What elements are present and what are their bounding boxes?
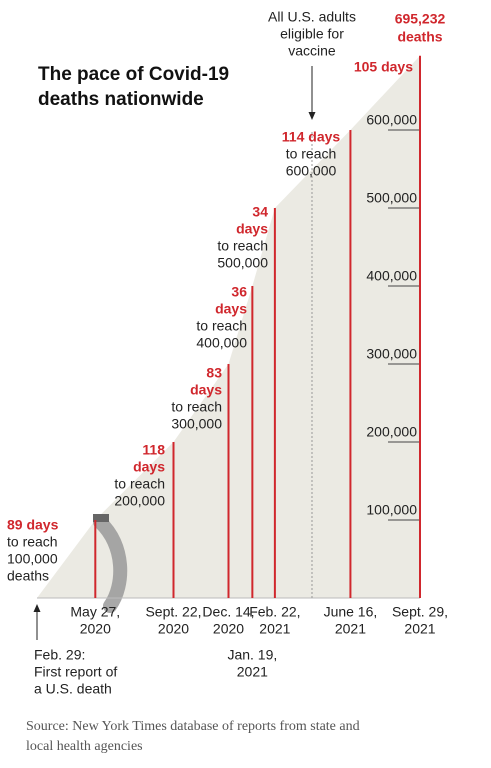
milestone-note: to reach bbox=[196, 318, 247, 334]
x-tick-label: 2021 bbox=[259, 621, 290, 637]
milestone-days: days bbox=[133, 459, 165, 475]
area bbox=[37, 55, 420, 598]
milestone-days: 34 bbox=[252, 204, 268, 220]
x-tick-label: June 16, bbox=[324, 604, 378, 620]
milestone-note: to reach bbox=[217, 238, 268, 254]
x-tick-label: 2020 bbox=[158, 621, 189, 637]
milestone-days: 105 days bbox=[354, 59, 413, 75]
highlight-arrow bbox=[93, 515, 128, 613]
milestone-note: 100,000 bbox=[7, 551, 58, 567]
x-tick-label: Sept. 29, bbox=[392, 604, 448, 620]
x-tick-label: Feb. 22, bbox=[249, 604, 300, 620]
annotation-arrowhead bbox=[308, 112, 316, 120]
x-tick-label: May 27, bbox=[70, 604, 120, 620]
milestone-note: to reach bbox=[286, 146, 337, 162]
x-tick-label: 2020 bbox=[80, 621, 111, 637]
milestone-note: 400,000 bbox=[196, 335, 247, 351]
milestone-note: to reach bbox=[171, 399, 222, 415]
annotation-text: All U.S. adults bbox=[268, 9, 356, 25]
source: local health agencies bbox=[26, 739, 143, 754]
source: Source: New York Times database of repor… bbox=[26, 719, 360, 734]
x-tick-label: Jan. 19, bbox=[227, 647, 277, 663]
y-tick-label: 100,000 bbox=[366, 502, 417, 518]
x-tick-label: First report of bbox=[34, 664, 117, 680]
milestone-days: 83 bbox=[206, 365, 222, 381]
milestone-note: deaths bbox=[7, 568, 49, 584]
milestone-note: 300,000 bbox=[171, 416, 222, 432]
milestone-note: 500,000 bbox=[217, 255, 268, 271]
y-tick-label: 600,000 bbox=[366, 112, 417, 128]
milestone-days: days bbox=[236, 221, 268, 237]
value-unit: deaths bbox=[397, 29, 442, 45]
y-tick-label: 400,000 bbox=[366, 268, 417, 284]
milestone-note: to reach bbox=[7, 534, 58, 550]
x-tick-label: Sept. 22, bbox=[145, 604, 201, 620]
y-tick-label: 300,000 bbox=[366, 346, 417, 362]
milestone-days: 114 days bbox=[282, 129, 341, 145]
highlight-arrow-head bbox=[93, 514, 109, 522]
x-tick-label: 2021 bbox=[404, 621, 435, 637]
milestone-days: days bbox=[190, 382, 222, 398]
annotation-text: vaccine bbox=[288, 43, 336, 59]
y-tick-label: 200,000 bbox=[366, 424, 417, 440]
x-tick-label: a U.S. death bbox=[34, 681, 112, 697]
chart-title: deaths nationwide bbox=[38, 89, 204, 110]
x-tick-label: 2021 bbox=[237, 664, 268, 680]
y-tick-label: 500,000 bbox=[366, 190, 417, 206]
x-tick-label: 2021 bbox=[335, 621, 366, 637]
x-tick-label: Feb. 29: bbox=[34, 647, 85, 663]
x-tick-label: 2020 bbox=[213, 621, 244, 637]
milestone-days: 118 bbox=[142, 442, 165, 458]
milestone-days: 36 bbox=[231, 284, 247, 300]
milestone-note: to reach bbox=[114, 476, 165, 492]
milestone-days: days bbox=[215, 301, 247, 317]
annotation-text: eligible for bbox=[280, 26, 344, 42]
milestone-days: 89 days bbox=[7, 517, 59, 533]
milestone-note: 600,000 bbox=[286, 163, 337, 179]
milestone-note: 200,000 bbox=[114, 493, 165, 509]
x-tick-label: Dec. 14, bbox=[202, 604, 254, 620]
chart-title: The pace of Covid-19 bbox=[38, 64, 229, 85]
first-death-arrowhead bbox=[33, 604, 41, 612]
value-label: 695,232 bbox=[395, 11, 446, 27]
